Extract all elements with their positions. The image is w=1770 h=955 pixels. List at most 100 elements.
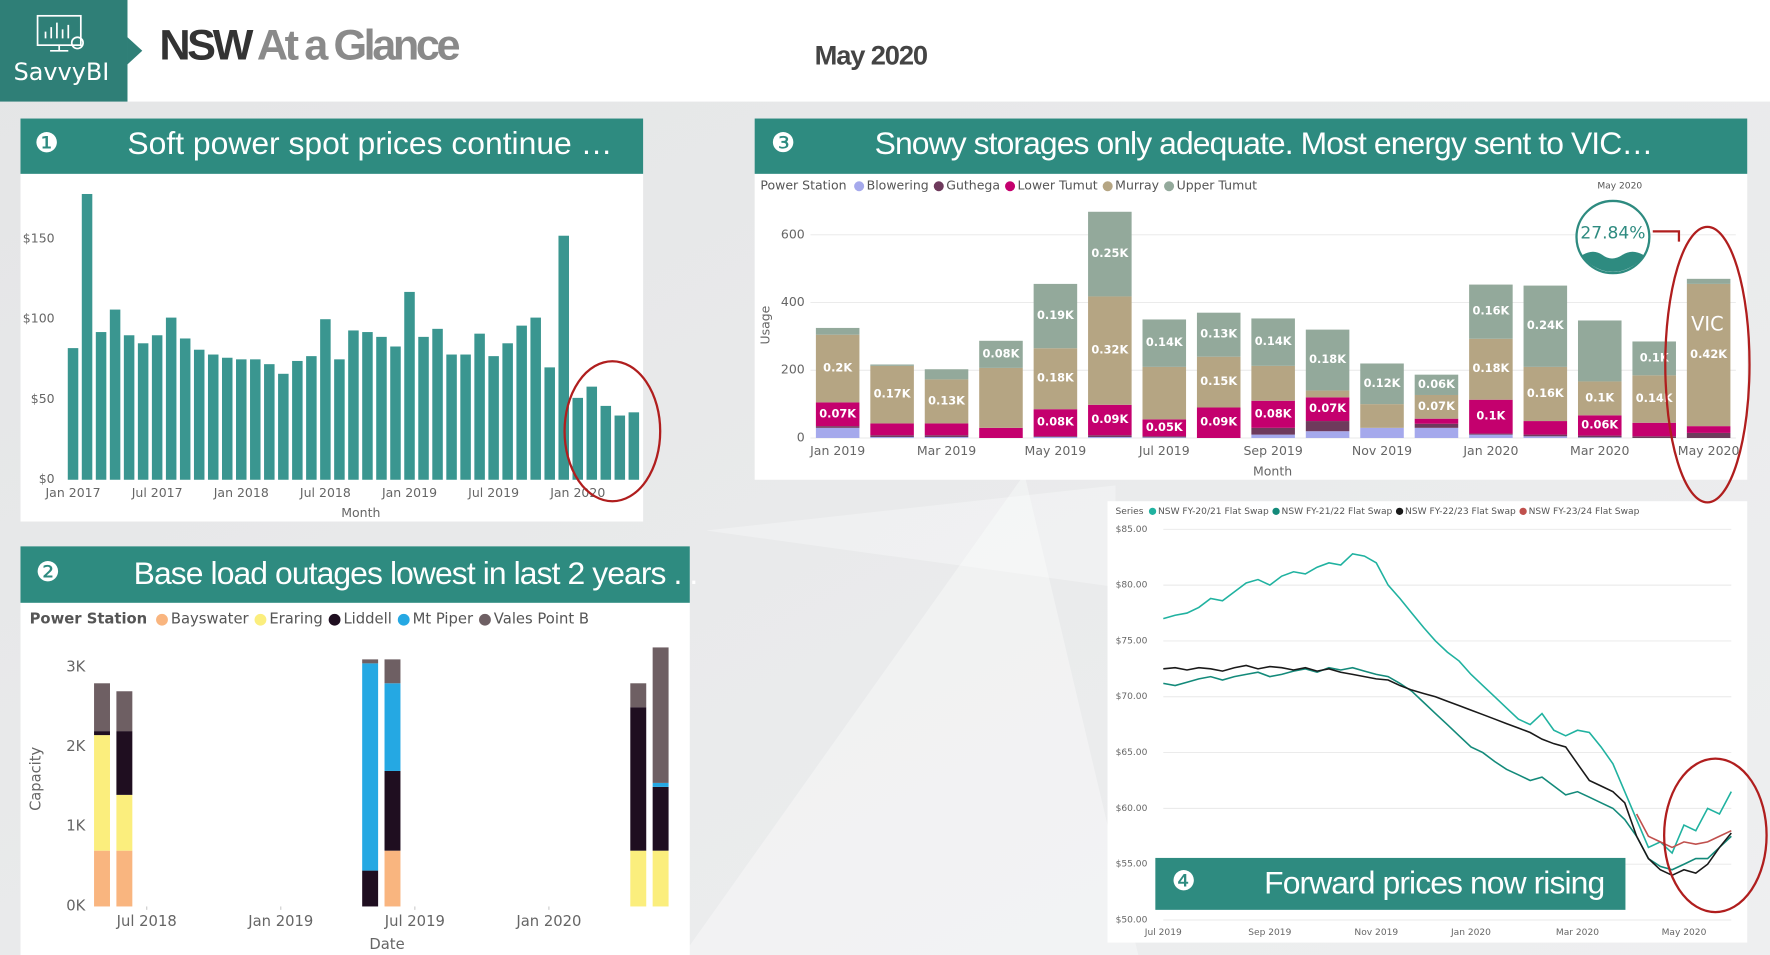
x-tick-label: Mar 2019 xyxy=(917,443,976,458)
x-tick-label: Sep 2019 xyxy=(1243,443,1302,458)
bar xyxy=(446,354,457,480)
x-tick-label: Jan 2018 xyxy=(213,485,269,500)
bar-segment xyxy=(1523,436,1568,438)
y-tick-label: 0 xyxy=(797,430,805,445)
bar-segment xyxy=(1088,211,1132,297)
plots: $0 $50 $100 $150 Jan 2017 Jul 2017 Jan 2018 Jul… xyxy=(23,178,1740,953)
legend-label: Eraring xyxy=(269,611,322,628)
data-label: 0.25K xyxy=(1091,246,1129,260)
bar-segment xyxy=(1523,421,1568,435)
legend-title: Power Station xyxy=(30,611,148,628)
bar xyxy=(502,343,513,480)
data-label: 0.32K xyxy=(1091,343,1129,357)
bar-segment xyxy=(384,683,401,771)
legend-marker xyxy=(156,613,168,626)
bar xyxy=(572,397,584,480)
bar-segment xyxy=(1142,419,1187,437)
panel-badge: ❸ xyxy=(771,128,795,159)
bar-segment xyxy=(1033,348,1078,410)
bar xyxy=(558,235,569,480)
data-label: 0.05K xyxy=(1146,420,1184,434)
bar-segment xyxy=(1686,283,1731,427)
panel-title: Base load outages lowest in last 2 years… xyxy=(134,555,698,591)
bar-segment xyxy=(1469,338,1513,400)
bar xyxy=(586,386,598,480)
legend-label: Upper Tumut xyxy=(1177,178,1258,193)
bar xyxy=(404,291,415,480)
legend-marker xyxy=(397,613,410,626)
bar-segment xyxy=(630,850,647,907)
bar-segment xyxy=(1414,418,1459,424)
bar xyxy=(516,325,527,480)
highlight-circle xyxy=(563,360,662,503)
bar-segment xyxy=(1251,427,1295,435)
bar xyxy=(81,193,93,480)
x-tick-label: Mar 2020 xyxy=(1570,443,1629,458)
bar-segment xyxy=(1033,409,1078,437)
highlight-circle xyxy=(1663,757,1768,914)
line-series xyxy=(1163,664,1732,877)
legend-marker xyxy=(933,181,944,192)
bar-segment xyxy=(979,340,1023,368)
y-tick-label: 2K xyxy=(66,738,85,755)
bar-segment xyxy=(1196,356,1241,408)
page-title: NSW At a Glance xyxy=(159,22,459,70)
panel-badge: ❹ xyxy=(1172,866,1196,897)
bar xyxy=(221,357,233,480)
bar-segment xyxy=(384,659,401,684)
data-label: 0.06K xyxy=(1581,417,1619,431)
data-label: 0.1K xyxy=(1585,390,1615,404)
line-series xyxy=(1635,813,1732,849)
data-label: 0.24K xyxy=(1527,318,1565,332)
panel-badge: ❷ xyxy=(36,557,60,588)
bar-segment xyxy=(815,426,860,428)
bar-segment xyxy=(924,435,969,437)
bar xyxy=(488,356,499,480)
legend-marker xyxy=(854,181,865,192)
x-tick-label: Nov 2019 xyxy=(1352,443,1412,458)
x-tick-label: Jul 2019 xyxy=(384,913,445,930)
bar xyxy=(530,317,541,480)
bar xyxy=(165,317,177,480)
panel-title-bar xyxy=(20,118,644,174)
data-label: 0.18K xyxy=(1037,371,1075,385)
bar-segment xyxy=(116,794,133,851)
bar-segment xyxy=(1523,285,1568,367)
legend-marker xyxy=(1102,181,1113,192)
data-label: 0.42K xyxy=(1690,347,1728,361)
data-label: 0.09K xyxy=(1200,415,1238,429)
panel-title: Soft power spot prices continue … xyxy=(127,125,612,161)
y-tick-label: $75.00 xyxy=(1116,636,1148,646)
y-tick-label: 400 xyxy=(781,294,805,309)
bar-segment xyxy=(384,850,401,907)
logo-text: SavvyBI xyxy=(14,58,110,86)
legend-title: Series xyxy=(1115,507,1143,517)
bar xyxy=(207,354,219,480)
bar-segment xyxy=(1686,432,1731,438)
y-tick-label: $70.00 xyxy=(1116,692,1148,702)
bar-segment xyxy=(1523,434,1568,437)
x-tick-label: Jan 2019 xyxy=(247,913,313,930)
bar-segment xyxy=(1360,404,1404,428)
bar-segment xyxy=(1469,284,1513,339)
bar xyxy=(628,412,640,480)
bar-segment xyxy=(1632,422,1676,437)
bar xyxy=(123,335,135,480)
bar-segment xyxy=(1251,434,1295,438)
data-label: 0.14K xyxy=(1255,334,1293,348)
bar-segment xyxy=(1196,407,1241,438)
x-axis-title: Date xyxy=(369,936,404,953)
bar-segment xyxy=(1142,436,1187,438)
bar-segment xyxy=(1251,365,1295,401)
legend-marker xyxy=(1395,507,1404,515)
bar xyxy=(67,348,79,480)
bar xyxy=(193,349,205,480)
legend-title: Power Station xyxy=(760,178,846,193)
bar-segment xyxy=(1577,381,1622,416)
data-label: 0.08K xyxy=(1255,406,1293,420)
x-tick-label: May 2019 xyxy=(1025,443,1087,458)
bar-segment xyxy=(815,427,860,438)
bar-segment xyxy=(924,369,969,380)
data-label: 0.12K xyxy=(1364,376,1402,390)
